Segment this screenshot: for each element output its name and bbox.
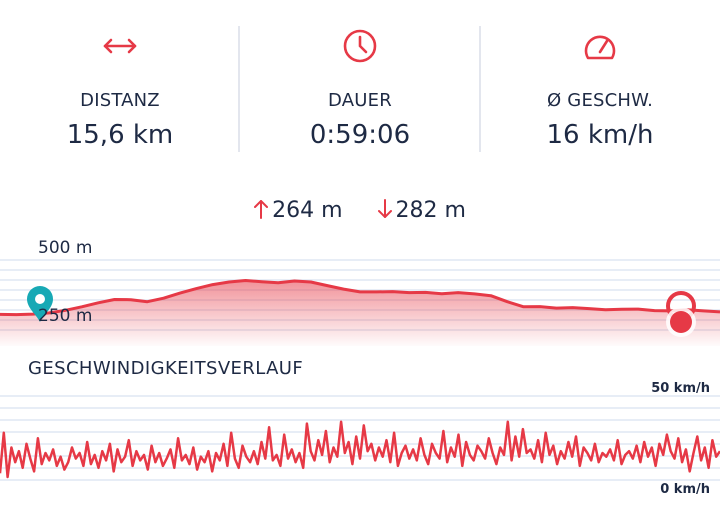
elevation-loss: 282 m — [377, 198, 466, 223]
divider — [479, 26, 481, 152]
stat-label: DAUER — [328, 90, 392, 111]
stat-duration: DAUER 0:59:06 — [240, 0, 480, 170]
speed-line — [0, 420, 720, 479]
stats-row: DISTANZ 15,6 km DAUER 0:59:06 Ø GESCHW — [0, 0, 720, 170]
distance-arrows-icon — [103, 38, 137, 54]
elevation-summary: 264 m 282 m — [0, 198, 720, 234]
stat-value: 16 km/h — [546, 120, 654, 150]
speed-tick-top: 50 km/h — [651, 381, 710, 396]
stat-label: DISTANZ — [80, 90, 160, 111]
stat-label: Ø GESCHW. — [547, 90, 653, 111]
altitude-tick-top: 500 m — [38, 238, 93, 258]
elevation-gain-value: 264 m — [272, 198, 343, 223]
stat-value: 0:59:06 — [309, 120, 411, 150]
arrow-up-icon — [254, 200, 269, 219]
stat-distance: DISTANZ 15,6 km — [0, 0, 240, 170]
start-marker[interactable] — [27, 286, 53, 322]
altitude-tick-bottom: 250 m — [38, 306, 93, 326]
speed-profile-chart — [0, 395, 720, 481]
altitude-profile-chart — [0, 259, 720, 346]
stat-value: 15,6 km — [66, 120, 174, 150]
divider — [238, 26, 240, 152]
stat-avg-speed: Ø GESCHW. 16 km/h — [480, 0, 720, 170]
arrow-down-icon — [377, 199, 392, 218]
finish-marker[interactable] — [666, 291, 696, 337]
speed-chart-title: GESCHWINDIGKEITSVERLAUF — [28, 358, 304, 379]
elevation-loss-value: 282 m — [395, 198, 466, 223]
clock-icon — [343, 29, 377, 63]
elevation-gain: 264 m — [254, 198, 343, 223]
speed-tick-bottom: 0 km/h — [660, 482, 710, 497]
speedometer-icon — [584, 35, 616, 60]
altitude-line — [0, 279, 720, 317]
altitude-area — [0, 280, 720, 346]
